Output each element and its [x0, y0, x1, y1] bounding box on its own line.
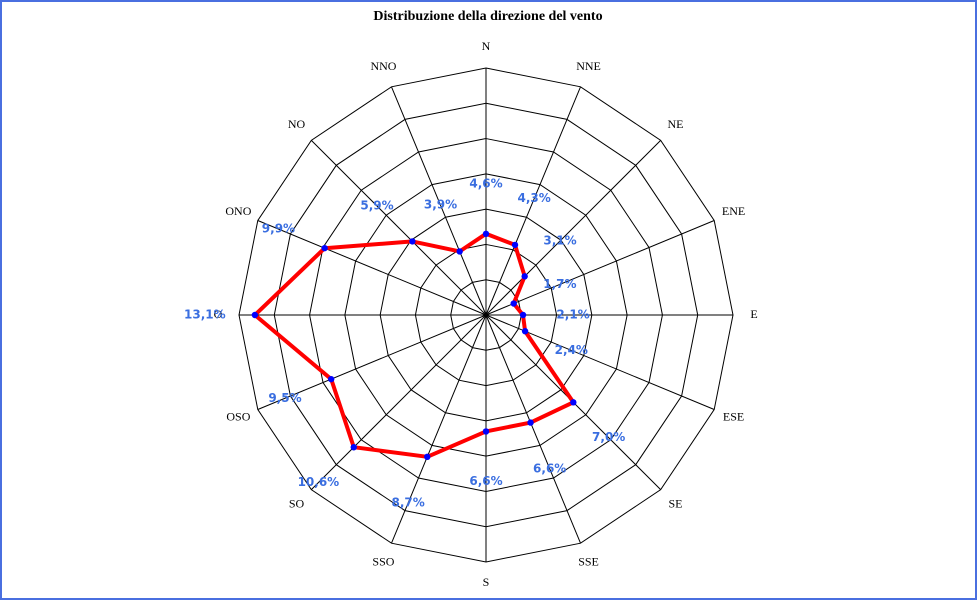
value-label: 2,1% — [556, 308, 589, 322]
data-point — [424, 453, 431, 461]
value-label: 5,9% — [360, 199, 393, 213]
category-label: NE — [668, 117, 684, 131]
value-label: 13,1% — [184, 308, 226, 322]
data-point — [251, 311, 259, 319]
data-point — [321, 244, 328, 252]
value-label: 4,3% — [518, 191, 551, 205]
category-label: ESE — [723, 409, 744, 423]
data-point — [519, 311, 527, 319]
value-label: 10,6% — [298, 475, 340, 489]
value-label: 3,1% — [543, 233, 576, 247]
data-point — [521, 328, 529, 335]
category-label: N — [482, 39, 491, 53]
data-point — [521, 273, 528, 280]
category-label: OSO — [226, 409, 250, 423]
category-label: S — [483, 575, 490, 589]
value-label: 6,6% — [533, 461, 566, 475]
data-point — [482, 230, 490, 238]
data-point — [350, 444, 357, 451]
value-label: 9,9% — [262, 222, 295, 236]
category-label: NNO — [370, 59, 396, 73]
value-label: 1,7% — [543, 277, 576, 291]
value-label: 2,4% — [555, 343, 588, 357]
spoke — [257, 314, 487, 410]
data-point — [482, 428, 490, 435]
data-point — [510, 300, 517, 307]
spoke — [391, 314, 487, 544]
value-label: 8,7% — [391, 496, 424, 510]
data-point — [456, 248, 463, 255]
chart-title: Distribuzione della direzione del vento — [373, 9, 602, 24]
category-label: NNE — [576, 59, 601, 73]
data-point — [527, 419, 534, 426]
value-label: 6,6% — [469, 474, 502, 488]
spoke — [310, 139, 487, 316]
category-label: E — [750, 307, 757, 321]
value-label: 4,6% — [469, 176, 502, 190]
category-label: O — [214, 307, 223, 321]
spoke — [257, 220, 487, 316]
category-label: SSO — [372, 554, 394, 568]
spoke — [485, 314, 715, 410]
spoke — [485, 314, 581, 544]
data-point — [327, 375, 335, 383]
category-label: SE — [668, 496, 682, 510]
data-point — [570, 399, 577, 406]
value-label: 7,0% — [592, 430, 625, 444]
spoke — [485, 86, 581, 316]
spoke — [391, 86, 487, 316]
value-label: 3,9% — [424, 198, 457, 212]
category-label: ONO — [225, 204, 251, 218]
data-point — [511, 241, 519, 249]
category-label: SO — [289, 496, 305, 510]
category-label: ENE — [722, 204, 745, 218]
data-point — [409, 238, 416, 245]
category-label: NO — [288, 117, 306, 131]
value-label: 9,5% — [268, 391, 301, 405]
spoke — [485, 220, 715, 316]
spoke — [485, 139, 662, 316]
spoke — [310, 314, 487, 491]
category-label: SSE — [578, 554, 599, 568]
